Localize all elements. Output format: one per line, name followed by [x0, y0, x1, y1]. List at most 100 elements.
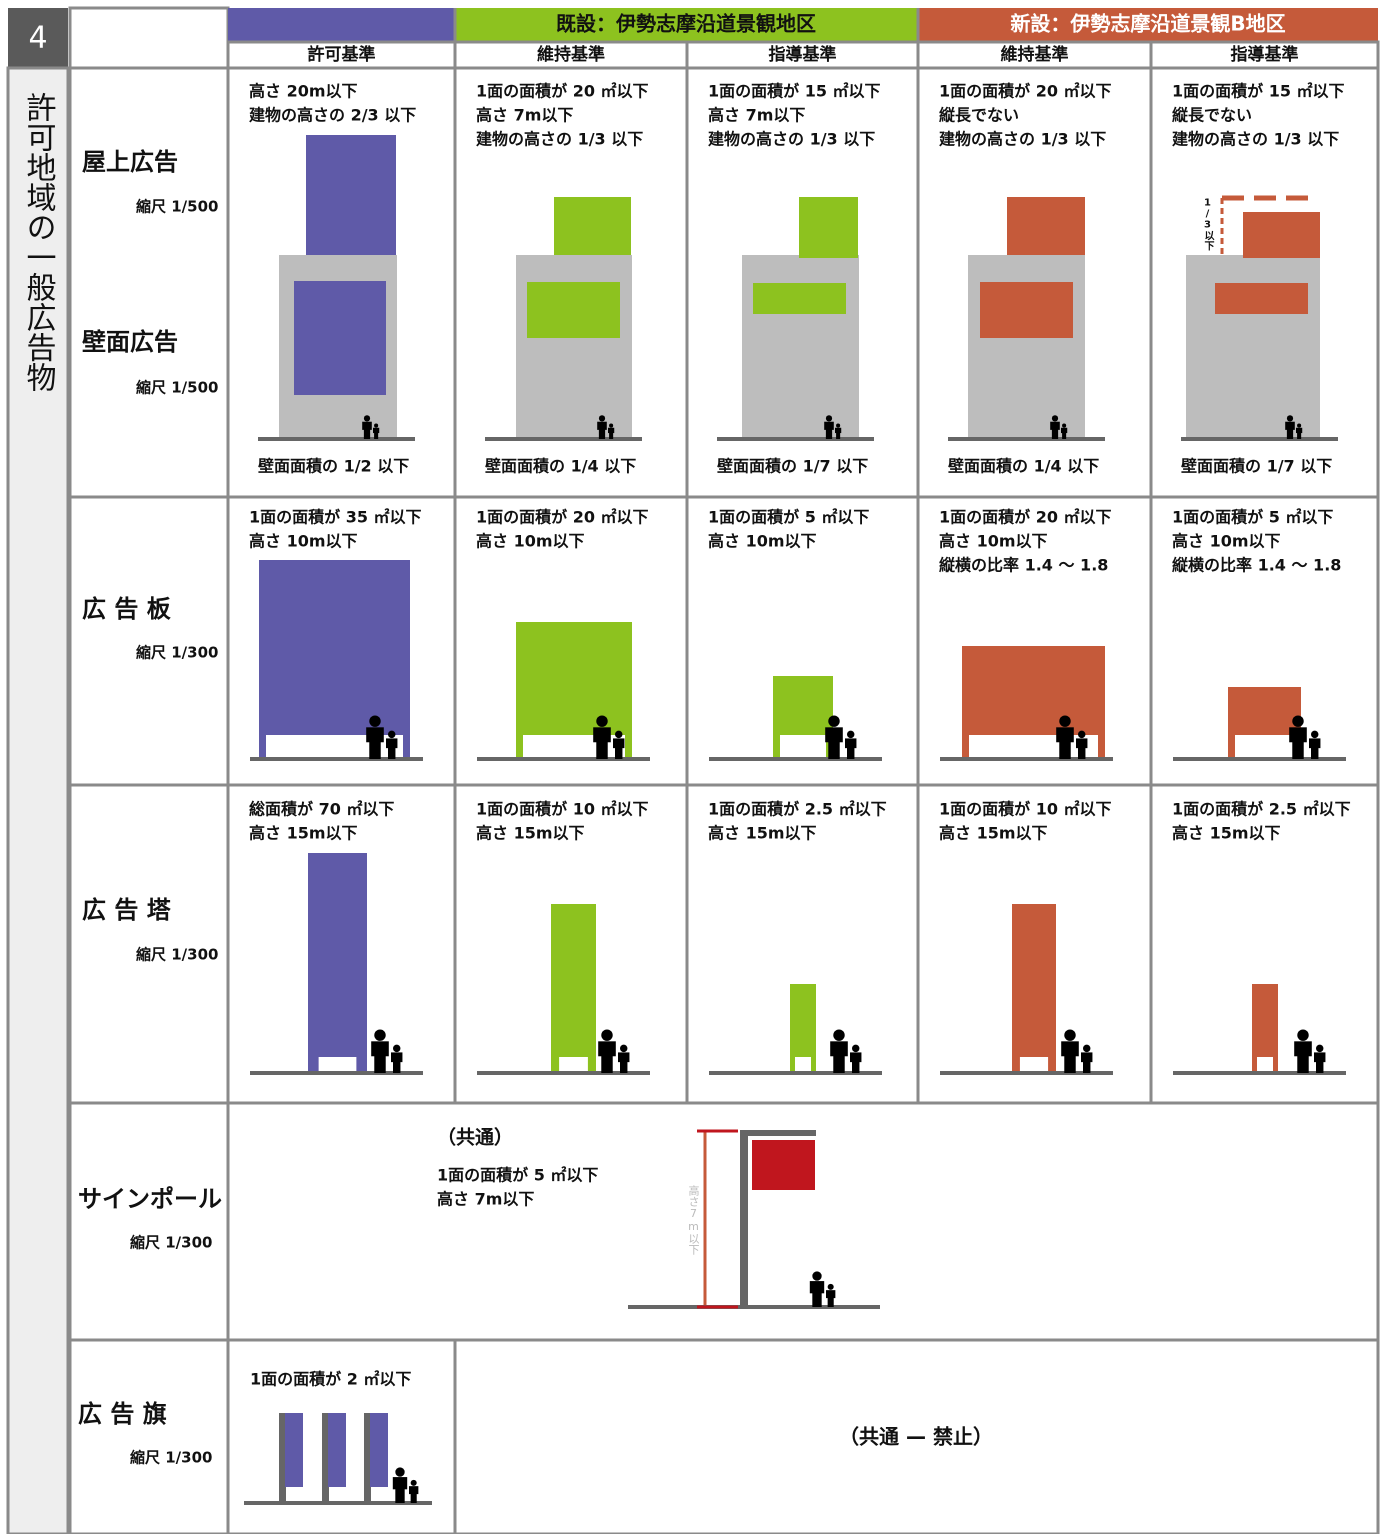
- column-header: 維持基準: [1001, 44, 1069, 65]
- person-icon: [852, 1044, 860, 1053]
- person-icon: [1081, 1052, 1093, 1063]
- rooftop-sign: [799, 197, 858, 258]
- flag: [285, 1413, 303, 1487]
- criteria-text: 高さ 20m以下: [249, 82, 358, 101]
- criteria-text: （共通）: [437, 1126, 513, 1149]
- person-icon: [409, 1486, 419, 1495]
- criteria-text: 建物の高さの 2/3 以下: [249, 106, 416, 125]
- criteria-text: 1面の面積が 20 ㎡以下: [939, 508, 1112, 527]
- criteria-text: 高さ 15m以下: [249, 824, 358, 843]
- criteria-text: 高さ 15m以下: [708, 824, 817, 843]
- billboard: [516, 622, 632, 735]
- tower: [308, 853, 367, 1057]
- person-icon: [1050, 421, 1060, 430]
- section-badge: [8, 8, 68, 68]
- person-icon: [1309, 738, 1321, 749]
- person-icon: [609, 423, 614, 428]
- criteria-note: 壁面面積の 1/4 以下: [485, 457, 636, 476]
- person-icon: [1314, 1052, 1326, 1063]
- billboard-leg: [773, 735, 780, 759]
- criteria-text: 1面の面積が 35 ㎡以下: [249, 508, 422, 527]
- criteria-text: 1面の面積が 15 ㎡以下: [708, 82, 881, 101]
- person-icon: [362, 421, 372, 430]
- person-icon: [1062, 432, 1067, 439]
- row-label-cell: [68, 1101, 230, 1342]
- tower-leg: [551, 1057, 560, 1073]
- dimension-label: 1/3以下: [1202, 198, 1214, 252]
- flag-pole: [279, 1413, 286, 1503]
- person-icon: [1292, 715, 1304, 727]
- person-icon: [374, 1029, 386, 1041]
- criteria-note: 壁面面積の 1/7 以下: [1181, 457, 1332, 476]
- person-icon: [1078, 730, 1086, 739]
- person-icon: [1064, 1029, 1076, 1041]
- tower-leg: [356, 1057, 367, 1073]
- person-icon: [395, 1488, 405, 1503]
- person-icon: [392, 1477, 408, 1490]
- criteria-text: 高さ 7m以下: [476, 106, 573, 125]
- row-label: 壁面広告: [82, 328, 178, 356]
- dimension-label: 高さ7m以下: [687, 1184, 700, 1256]
- person-icon: [847, 747, 855, 759]
- person-icon: [825, 727, 843, 743]
- criteria-note: 壁面面積の 1/4 以下: [948, 457, 1099, 476]
- tower: [1252, 984, 1278, 1057]
- criteria-text: 1面の面積が 10 ㎡以下: [939, 800, 1112, 819]
- tower: [551, 904, 596, 1057]
- person-icon: [845, 738, 857, 749]
- criteria-text: 高さ 7m以下: [708, 106, 805, 125]
- person-icon: [366, 727, 384, 743]
- side-strip: [6, 66, 70, 1534]
- billboard-leg: [962, 735, 969, 759]
- criteria-text: 高さ 10m以下: [476, 532, 585, 551]
- person-icon: [596, 715, 608, 727]
- person-icon: [393, 1061, 401, 1073]
- person-icon: [596, 741, 608, 759]
- criteria-text: 建物の高さの 1/3 以下: [939, 130, 1106, 149]
- person-icon: [1061, 427, 1068, 434]
- person-icon: [601, 1029, 613, 1041]
- row-label: サインポール: [78, 1185, 222, 1213]
- rooftop-sign: [1243, 212, 1320, 258]
- tower: [790, 984, 816, 1057]
- criteria-text: 縦横の比率 1.4 ～ 1.8: [1172, 556, 1341, 575]
- wall-sign: [1215, 283, 1308, 314]
- person-icon: [1062, 423, 1067, 428]
- person-icon: [1051, 415, 1059, 422]
- person-icon: [373, 427, 380, 434]
- person-icon: [1316, 1061, 1324, 1073]
- criteria-note: 壁面面積の 1/7 以下: [717, 457, 868, 476]
- building: [742, 255, 859, 439]
- tower-leg: [1252, 1057, 1257, 1073]
- criteria-cell: [916, 495, 1153, 787]
- person-icon: [825, 415, 833, 422]
- scale-label: 縮尺 1/300: [136, 946, 218, 964]
- group-header: 新設：伊勢志摩沿道景観B地区: [1010, 12, 1285, 36]
- person-icon: [847, 730, 855, 739]
- tower-leg: [811, 1057, 816, 1073]
- person-icon: [1297, 1055, 1309, 1073]
- criteria-cell: [453, 1338, 1380, 1534]
- person-icon: [812, 1292, 822, 1307]
- person-icon: [374, 432, 379, 439]
- person-icon: [391, 1052, 403, 1063]
- person-icon: [410, 1493, 417, 1503]
- billboard-leg: [516, 735, 523, 759]
- column-header: 指導基準: [769, 44, 837, 65]
- tower-leg: [587, 1057, 596, 1073]
- person-icon: [363, 429, 371, 439]
- person-icon: [824, 421, 834, 430]
- scale-label: 縮尺 1/300: [130, 1449, 212, 1467]
- tower-leg: [790, 1057, 795, 1073]
- tower-leg: [308, 1057, 319, 1073]
- person-icon: [388, 747, 396, 759]
- person-icon: [1286, 415, 1294, 422]
- wall-sign: [980, 282, 1073, 338]
- billboard: [259, 560, 410, 735]
- person-icon: [1316, 1044, 1324, 1053]
- person-icon: [833, 1029, 845, 1041]
- person-icon: [827, 1283, 834, 1290]
- billboard: [962, 646, 1105, 735]
- group-band: [228, 8, 455, 42]
- group-header: 既設：伊勢志摩沿道景観地区: [556, 12, 816, 36]
